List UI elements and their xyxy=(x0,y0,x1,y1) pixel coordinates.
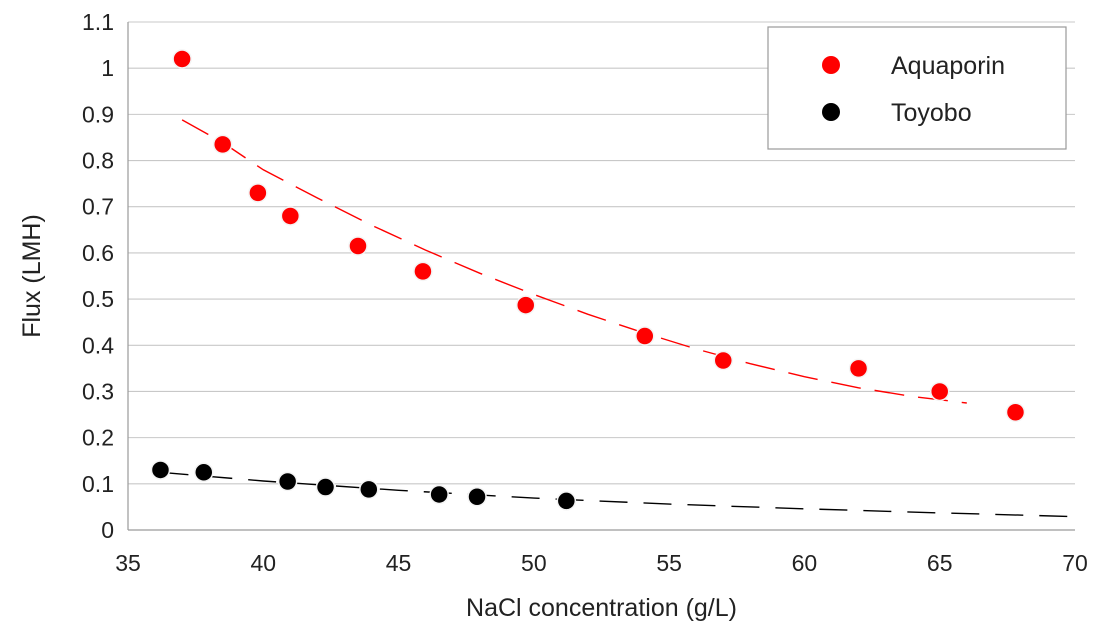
legend-label-toyobo: Toyobo xyxy=(891,99,972,127)
data-point-aquaporin xyxy=(929,381,950,402)
y-tick-label: 0.5 xyxy=(82,286,114,312)
axes xyxy=(127,22,1075,531)
data-point-aquaporin xyxy=(713,350,734,371)
data-point-toyobo xyxy=(429,484,449,505)
y-tick-label: 0.9 xyxy=(82,101,114,127)
y-tick-label: 0.8 xyxy=(82,148,114,174)
data-point-aquaporin xyxy=(515,295,536,315)
trendline-aquaporin xyxy=(181,119,967,404)
y-tick-label: 1 xyxy=(101,55,114,81)
legend-box xyxy=(767,26,1067,150)
data-point-aquaporin xyxy=(172,49,192,69)
legend-marker-aquaporin xyxy=(822,56,840,74)
y-axis-title: Flux (LMH) xyxy=(18,214,46,338)
y-tick-label: 0.7 xyxy=(82,194,114,220)
data-point-toyobo xyxy=(359,479,379,500)
data-point-aquaporin xyxy=(280,206,301,226)
data-point-toyobo xyxy=(194,462,214,483)
trendlines xyxy=(160,119,1076,518)
data-points xyxy=(150,49,1026,511)
data-point-aquaporin xyxy=(1005,402,1026,422)
x-tick-label: 50 xyxy=(521,550,547,576)
data-point-toyobo xyxy=(315,477,336,497)
x-tick-label: 65 xyxy=(927,550,953,576)
x-tick-label: 55 xyxy=(656,550,682,576)
data-point-aquaporin xyxy=(635,326,655,346)
x-axis-title: NaCl concentration (g/L) xyxy=(466,594,737,622)
data-point-toyobo xyxy=(277,471,298,492)
data-point-toyobo xyxy=(467,486,487,507)
data-point-toyobo xyxy=(556,491,577,511)
data-point-aquaporin xyxy=(248,183,268,203)
data-point-aquaporin xyxy=(212,134,233,155)
y-tick-label: 0.4 xyxy=(82,332,114,358)
data-point-aquaporin xyxy=(848,358,869,379)
x-tick-labels: 35 40 45 50 55 60 65 70 xyxy=(115,550,1088,576)
data-point-toyobo xyxy=(150,460,171,480)
data-point-aquaporin xyxy=(413,261,433,282)
x-tick-label: 35 xyxy=(115,550,141,576)
x-tick-label: 70 xyxy=(1062,550,1088,576)
data-point-aquaporin xyxy=(348,236,368,256)
y-tick-label: 0.1 xyxy=(82,471,114,497)
y-tick-label: 0.3 xyxy=(82,378,114,404)
x-tick-label: 40 xyxy=(250,550,276,576)
legend-label-aquaporin: Aquaporin xyxy=(891,52,1005,80)
legend-marker-toyobo xyxy=(822,103,840,121)
y-tick-label: 0.2 xyxy=(82,425,114,451)
y-tick-label: 0.6 xyxy=(82,240,114,266)
y-tick-labels: 0 0.1 0.2 0.3 0.4 0.5 0.6 0.7 0.8 0.9 1 1.1 xyxy=(82,9,114,543)
y-tick-label: 0 xyxy=(101,517,114,543)
x-tick-label: 45 xyxy=(386,550,412,576)
legend: Aquaporin Toyobo xyxy=(767,26,1067,150)
trendline-toyobo xyxy=(160,471,1076,518)
y-tick-label: 1.1 xyxy=(82,9,114,35)
x-tick-label: 60 xyxy=(792,550,818,576)
